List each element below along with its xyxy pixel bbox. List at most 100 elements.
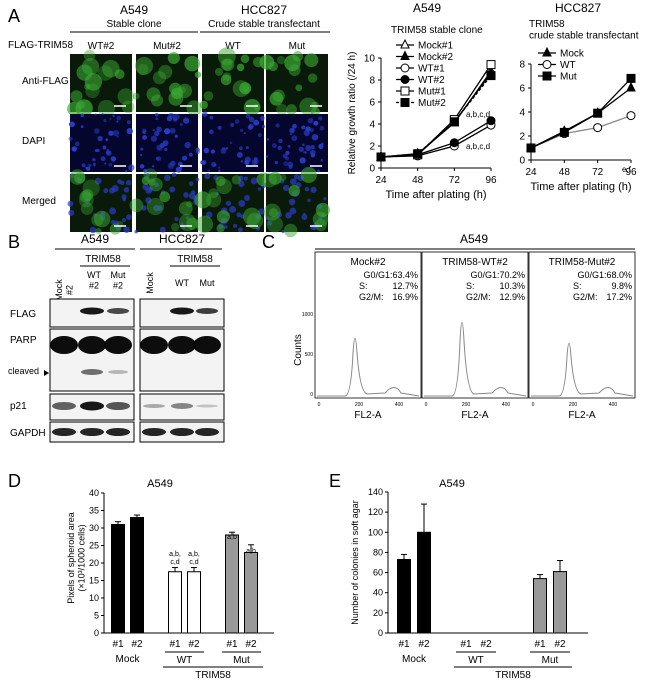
legend-entry: Mock#1: [396, 38, 453, 52]
y-axis-label: Number of colonies in soft agar: [350, 500, 360, 625]
bar: [244, 552, 258, 634]
legend-label: Mut#2: [418, 98, 446, 109]
histogram-xlabel: FL2-A: [354, 410, 382, 421]
x-tick-label: 400: [502, 402, 511, 408]
lane-label: Mock: [145, 272, 155, 294]
group-label: WT: [468, 655, 484, 666]
legend-label: WT#1: [418, 64, 445, 75]
data-point: [626, 73, 636, 83]
panel-b-cellline-hcc827: HCC827: [159, 232, 205, 246]
s-stat-value: 10.3%: [499, 281, 525, 291]
histogram-curve: [424, 321, 527, 397]
y-tick-label: 10: [89, 593, 99, 603]
data-point: [413, 149, 423, 159]
panel-a-row-label: Anti-FLAG: [22, 76, 69, 87]
bar: [111, 524, 125, 634]
blot-label: GAPDH: [10, 428, 46, 439]
legend-entry: Mut#2: [396, 98, 446, 109]
panel-b-cellline-a549: A549: [81, 232, 109, 246]
y-tick-label: 120: [368, 507, 383, 517]
g0g1-stat: G0/G1:68.0%: [577, 270, 632, 280]
bar: [397, 558, 411, 634]
blot-band: [52, 428, 76, 436]
group-label: Mock: [116, 654, 141, 665]
lane-label: WT: [175, 278, 189, 288]
data-point: [449, 138, 459, 148]
y-axis-label: Relative growth ratio (/24 h): [347, 52, 358, 175]
y-tick-label: 0: [310, 392, 313, 398]
y-tick-label: 10: [364, 54, 376, 65]
flow-histogram: TRIM58-WT#2 G0/G1:70.2%S: 10.3% G2/M: 12.9% 0…: [421, 251, 529, 421]
bar-annotation: a,b: [246, 548, 256, 555]
s-stat-label: S:: [359, 281, 368, 291]
panel-c-title: A549: [460, 232, 488, 246]
legend-label: Mock#1: [418, 41, 453, 52]
panel-letter: D: [8, 471, 21, 491]
x-tick-label: #2: [554, 639, 566, 650]
x-tick-label: 0: [425, 402, 428, 408]
x-tick-label: 96: [485, 175, 497, 186]
blot-band: [171, 403, 193, 409]
blot-band: [52, 402, 76, 410]
histogram-curve: [317, 337, 420, 397]
chart-annotation: a,b,c,d: [466, 142, 490, 151]
panel-c-letter: C: [262, 232, 275, 252]
legend-label: Mut: [560, 72, 577, 83]
micrograph-panel: [68, 112, 135, 173]
panel-a-row-header: FLAG-TRIM58: [8, 40, 73, 51]
x-tick-label: #1: [534, 639, 546, 650]
x-tick-label: 400: [395, 402, 404, 408]
blot-label: cleaved: [8, 366, 39, 376]
data-point: [526, 143, 536, 153]
blot-band: [80, 401, 104, 411]
panel-b-letter: B: [8, 232, 20, 252]
x-tick-label: #1: [226, 639, 238, 650]
chart-subtitle: TRIM58 stable clone: [391, 25, 483, 36]
blot-band: [106, 428, 130, 436]
x-axis-label: Time after plating (h): [385, 189, 486, 201]
y-tick-label: 20: [89, 558, 99, 568]
blot-band: [195, 428, 219, 436]
panel-a-col-label: WT#2: [88, 41, 115, 52]
lane-label: Mut: [199, 278, 215, 288]
data-point: [486, 116, 496, 126]
y-tick-label: 0: [94, 628, 99, 638]
chart-subtitle: TRIM58 crude stable transfectant: [529, 19, 639, 42]
bar-annotation: a,b: [227, 534, 237, 541]
data-point: [593, 123, 603, 133]
lane-label: WT #2: [87, 270, 101, 290]
y-tick-label: 5: [94, 611, 99, 621]
blot-band: [78, 336, 106, 354]
group-label: WT: [177, 655, 193, 666]
panel-a-subtitle-stable: Stable clone: [106, 19, 161, 30]
panel-a-subtitle-crude: Crude stable transfectant: [208, 19, 320, 30]
legend-entry: Mock: [538, 46, 585, 60]
data-point: [626, 111, 636, 121]
y-tick-label: 140: [368, 487, 383, 497]
histogram-title: TRIM58-WT#2: [442, 257, 508, 268]
panel-b-group-label: TRIM58: [85, 254, 121, 265]
blot-band: [196, 308, 218, 314]
panel-b-group-label: TRIM58: [177, 254, 213, 265]
bar: [187, 571, 201, 634]
x-tick-label: #2: [418, 639, 430, 650]
data-point: [400, 75, 410, 84]
histogram-curve: [531, 342, 634, 397]
y-tick-label: 0: [519, 156, 525, 167]
y-tick-label: 25: [89, 541, 99, 551]
blot-band: [196, 404, 218, 408]
group-label: Mock: [402, 654, 427, 665]
blot-band: [80, 307, 104, 315]
bar: [533, 578, 547, 634]
legend-label: Mock#2: [418, 52, 453, 63]
x-tick-label: #2: [188, 639, 200, 650]
x-tick-label: 24: [375, 175, 387, 186]
blot-band: [108, 370, 128, 374]
g2m-stat-value: 12.9%: [499, 292, 525, 302]
y-tick-label: 500: [305, 352, 314, 358]
x-tick-label: #2: [480, 639, 492, 650]
blot-label: PARP: [10, 335, 37, 346]
blot-label: FLAG: [10, 309, 36, 320]
